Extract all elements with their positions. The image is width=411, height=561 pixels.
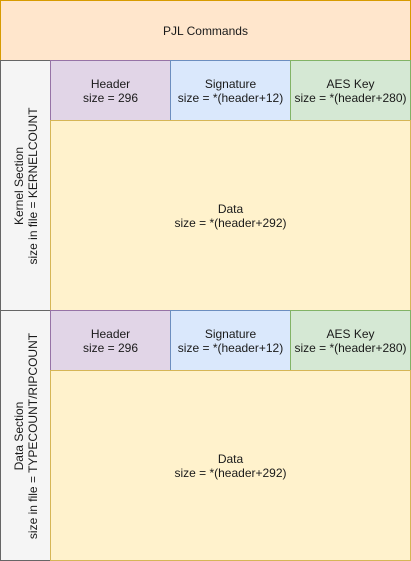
data-section-data-box: Data size = *(header+292)	[50, 370, 411, 561]
data-signature-box: Signature size = *(header+12)	[170, 310, 291, 371]
data-header-box: Header size = 296	[50, 310, 171, 371]
kernel-signature-title: Signature	[204, 76, 257, 91]
data-section-data-title: Data	[217, 451, 244, 466]
kernel-signature-size: size = *(header+12)	[177, 90, 284, 105]
data-section-title: Data Section	[11, 401, 26, 470]
data-signature-size: size = *(header+12)	[177, 340, 284, 355]
kernel-header-size: size = 296	[82, 90, 139, 105]
data-aes-key-size: size = *(header+280)	[294, 340, 407, 355]
kernel-aes-key-size: size = *(header+280)	[294, 90, 407, 105]
pjl-commands-box: PJL Commands	[0, 0, 411, 61]
kernel-header-title: Header	[90, 76, 131, 91]
kernel-aes-key-box: AES Key size = *(header+280)	[290, 60, 411, 121]
kernel-data-title: Data	[217, 201, 244, 216]
kernel-header-box: Header size = 296	[50, 60, 171, 121]
data-aes-key-title: AES Key	[326, 326, 375, 341]
data-header-size: size = 296	[82, 340, 139, 355]
data-header-title: Header	[90, 326, 131, 341]
pjl-commands-label: PJL Commands	[163, 23, 248, 38]
data-section-label: Data Section size in file = TYPECOUNT/RI…	[12, 332, 40, 538]
kernel-data-box: Data size = *(header+292)	[50, 120, 411, 311]
kernel-section-title: Kernel Section	[11, 146, 26, 225]
kernel-aes-key-title: AES Key	[326, 76, 375, 91]
kernel-section-label-box: Kernel Section size in file = KERNELCOUN…	[0, 60, 51, 311]
data-section-label-box: Data Section size in file = TYPECOUNT/RI…	[0, 310, 51, 561]
kernel-signature-box: Signature size = *(header+12)	[170, 60, 291, 121]
data-aes-key-box: AES Key size = *(header+280)	[290, 310, 411, 371]
data-section-data-size: size = *(header+292)	[174, 465, 287, 480]
kernel-data-size: size = *(header+292)	[174, 215, 287, 230]
kernel-section-size: size in file = KERNELCOUNT	[25, 106, 40, 265]
data-signature-title: Signature	[204, 326, 257, 341]
kernel-section-label: Kernel Section size in file = KERNELCOUN…	[12, 107, 40, 264]
data-section-size: size in file = TYPECOUNT/RIPCOUNT	[25, 332, 40, 539]
